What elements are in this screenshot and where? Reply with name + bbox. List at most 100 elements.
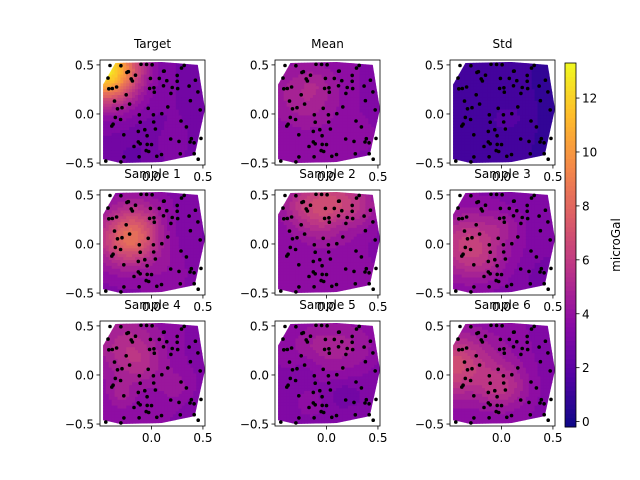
heat-cell	[280, 153, 285, 157]
heat-cell	[170, 62, 174, 67]
heat-cell	[333, 124, 337, 128]
heat-cell	[286, 77, 290, 81]
heat-cell	[108, 268, 113, 273]
heat-cell	[146, 159, 150, 163]
heat-cell	[146, 257, 150, 261]
heat-cell	[508, 106, 512, 110]
heat-cell	[318, 68, 323, 73]
heat-cell	[178, 106, 183, 110]
heat-cell	[161, 130, 165, 134]
heat-cell	[155, 150, 159, 154]
heat-cell	[546, 132, 550, 137]
heat-cell	[496, 159, 500, 163]
heat-cell	[318, 156, 323, 160]
station-point	[151, 120, 156, 124]
heat-cell	[505, 71, 509, 75]
heat-cell	[170, 106, 174, 110]
heat-cell	[105, 265, 110, 270]
heat-cell	[496, 95, 500, 99]
heat-cell	[377, 103, 380, 108]
heat-cell	[549, 100, 553, 105]
heat-cell	[499, 159, 503, 163]
heat-cell	[342, 71, 346, 75]
heat-cell	[103, 80, 107, 84]
heat-cell	[327, 130, 331, 134]
heat-cell	[359, 92, 363, 96]
heat-cell	[453, 132, 454, 137]
heat-cell	[490, 115, 495, 119]
heat-cell	[312, 77, 317, 81]
heat-cell	[289, 138, 293, 143]
heat-cell	[105, 109, 110, 113]
heat-cell	[175, 115, 180, 119]
station-point	[119, 160, 123, 164]
heat-cell	[321, 138, 325, 143]
heat-cell	[289, 150, 293, 154]
heat-cell	[321, 124, 325, 128]
heat-cell	[368, 97, 372, 102]
heat-cell	[374, 74, 378, 78]
heat-cell	[132, 132, 136, 137]
heat-cell	[342, 115, 346, 119]
heat-cell	[103, 254, 107, 258]
heat-cell	[540, 112, 544, 116]
heat-cell	[525, 62, 530, 67]
heat-cell	[137, 83, 142, 87]
heat-cell	[103, 144, 104, 148]
heat-cell	[301, 147, 305, 151]
heat-cell	[117, 61, 121, 64]
heat-cell	[537, 132, 541, 137]
heat-cell	[184, 132, 188, 137]
heat-cell	[161, 95, 165, 99]
heat-cell	[292, 115, 296, 119]
heat-cell	[137, 138, 142, 143]
y-tick-label: −0.5	[415, 157, 444, 171]
heat-cell	[531, 77, 535, 81]
heat-cell	[132, 121, 136, 125]
heat-cell	[178, 100, 183, 105]
heat-cell	[129, 292, 133, 294]
heat-cell	[278, 74, 282, 78]
station-point	[472, 133, 476, 137]
heat-cell	[525, 115, 530, 119]
heat-cell	[190, 127, 194, 131]
heat-cell	[199, 132, 203, 137]
heat-cell	[312, 92, 317, 96]
heat-cell	[368, 80, 372, 84]
heat-cell	[318, 83, 323, 87]
heat-cell	[377, 112, 380, 116]
heat-cell	[312, 68, 317, 73]
station-point	[139, 62, 143, 67]
heat-cell	[135, 162, 139, 164]
heat-cell	[499, 115, 503, 119]
heat-cell	[350, 159, 355, 163]
heat-cell	[353, 159, 358, 163]
heat-cell	[473, 83, 477, 87]
heat-cell	[318, 100, 323, 105]
heat-cell	[140, 198, 145, 203]
heat-cell	[117, 153, 121, 157]
heat-cell	[187, 109, 191, 113]
heat-cell	[140, 289, 145, 293]
heat-cell	[178, 95, 183, 99]
heat-cell	[525, 95, 530, 99]
heat-cell	[502, 135, 506, 140]
heat-cell	[455, 109, 460, 113]
heat-cell	[289, 65, 293, 70]
heat-cell	[103, 191, 104, 194]
heat-cell	[103, 89, 107, 93]
heat-cell	[167, 132, 171, 137]
heat-cell	[502, 77, 506, 81]
heat-cell	[490, 132, 495, 137]
heat-cell	[514, 112, 518, 116]
heat-cell	[505, 124, 509, 128]
heat-cell	[499, 135, 503, 140]
heat-cell	[496, 61, 500, 64]
heat-cell	[353, 132, 358, 137]
heat-cell	[164, 233, 168, 238]
heat-cell	[298, 65, 302, 70]
heat-cell	[129, 124, 133, 128]
heat-cell	[514, 132, 518, 137]
heat-cell	[324, 156, 328, 160]
heat-cell	[304, 89, 308, 93]
